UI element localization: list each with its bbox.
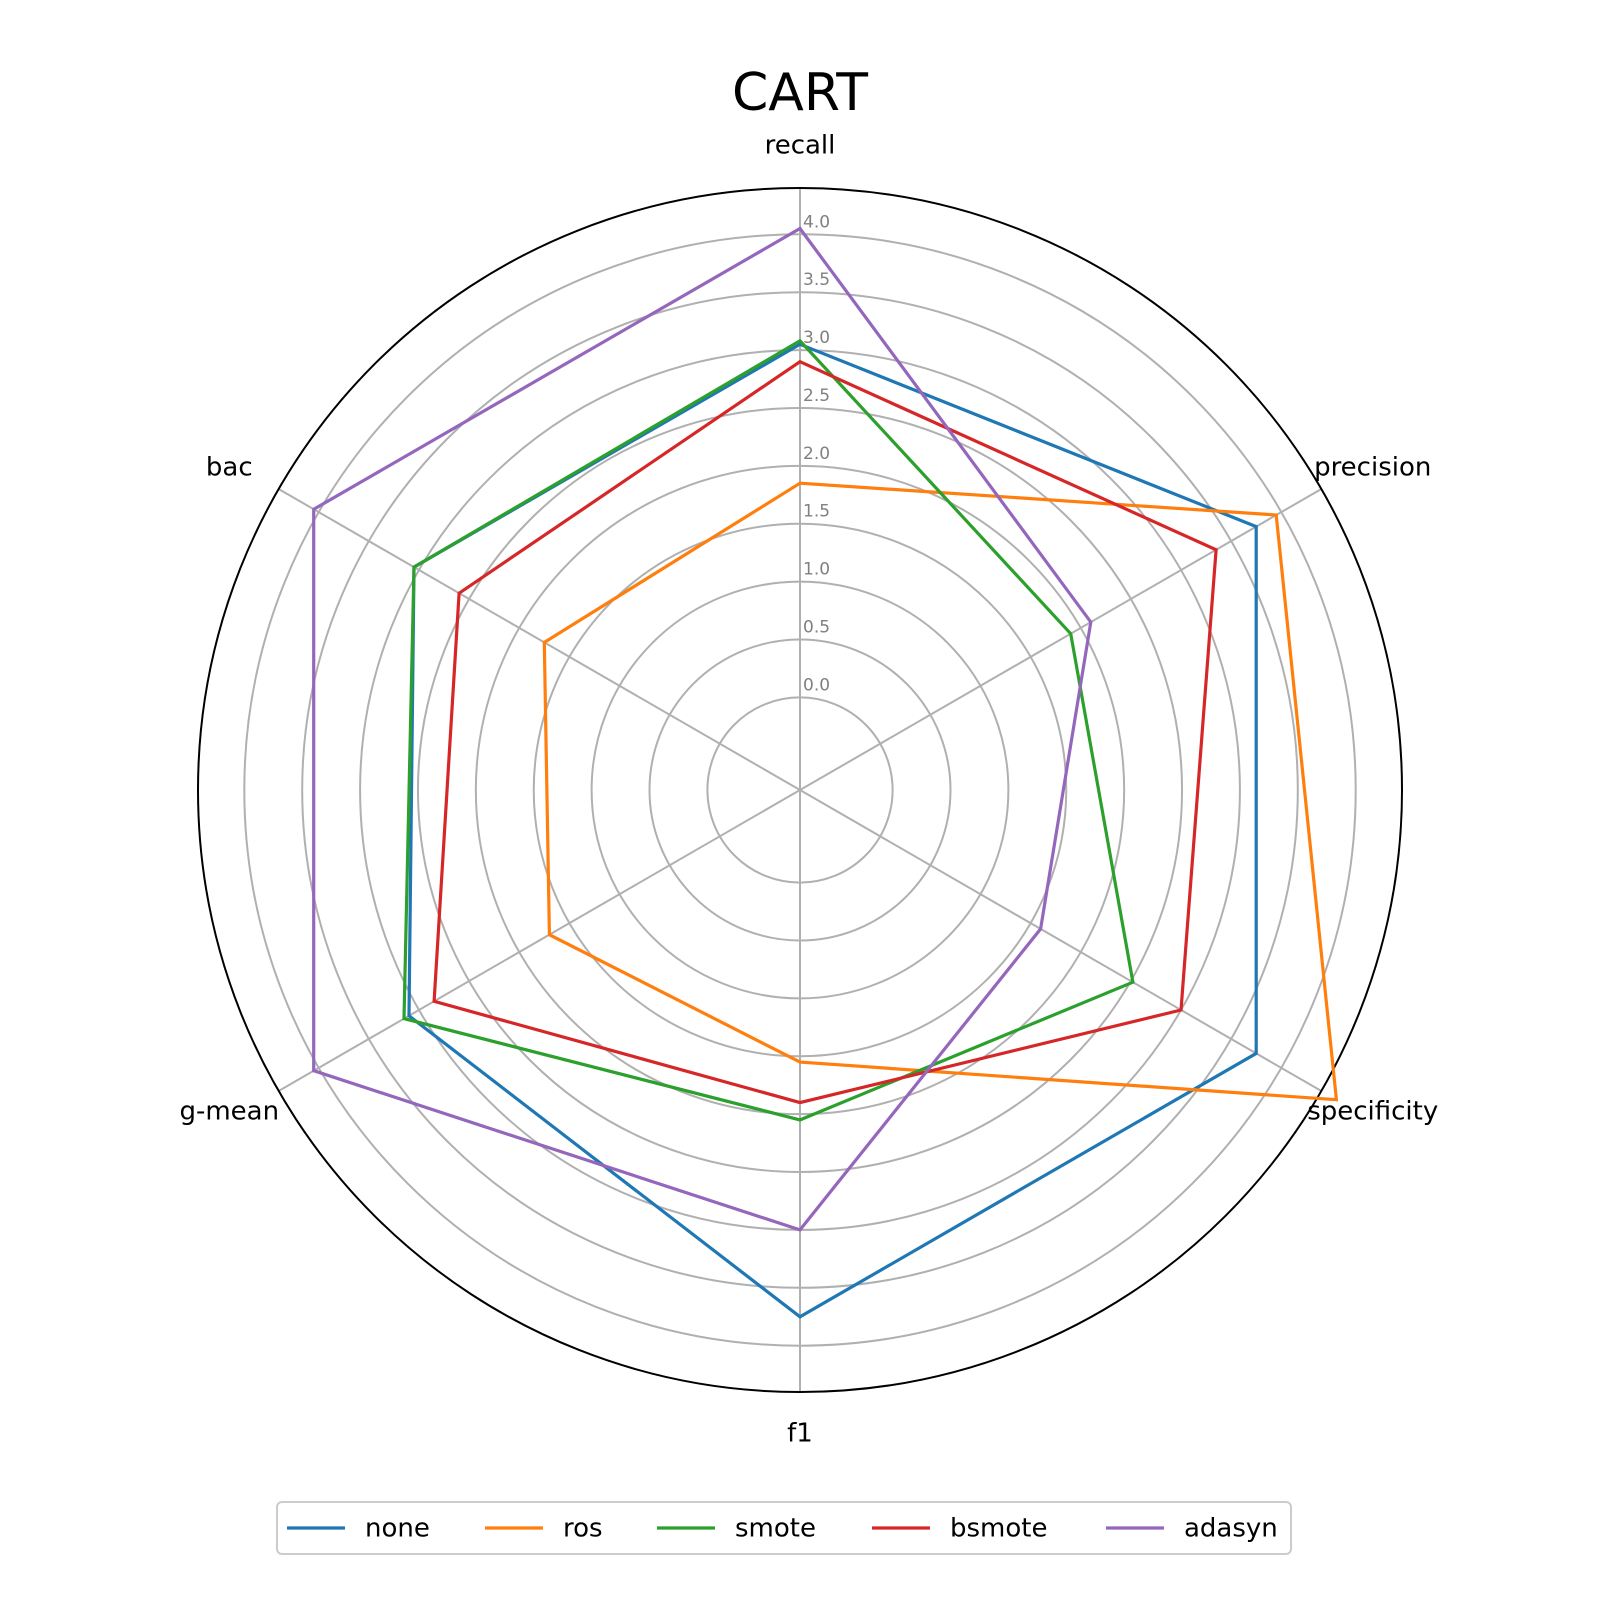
polar-frame: [197, 187, 1403, 1393]
chart-title: CART: [732, 63, 868, 123]
radial-tick-label: 0.5: [803, 618, 830, 638]
radial-tick-label: 1.5: [803, 502, 830, 522]
grid-layer: [197, 187, 1403, 1393]
axis-label-g-mean: g-mean: [179, 1097, 279, 1127]
grid-spoke: [799, 789, 1322, 1092]
radial-tick-label: 2.5: [803, 386, 830, 406]
grid-spoke: [278, 789, 801, 1092]
legend-label-smote: smote: [735, 1514, 816, 1544]
legend[interactable]: none ros smote bsmote adasyn: [276, 1501, 1292, 1555]
series-line-bsmote: [432, 359, 1218, 1105]
series-layer: [312, 226, 1339, 1319]
legend-label-bsmote: bsmote: [950, 1514, 1047, 1544]
radial-tick-label: 0.0: [803, 675, 830, 695]
radial-tick-label: 3.0: [803, 328, 830, 348]
legend-label-none: none: [365, 1514, 430, 1544]
series-line-ros: [542, 481, 1339, 1102]
radial-tick-label: 2.0: [803, 444, 830, 464]
radial-tick-label: 3.5: [803, 270, 830, 290]
radial-tick-label: 1.0: [803, 560, 830, 580]
legend-box: [276, 1501, 1292, 1555]
label-layer: 0.0 0.5 1.0 1.5 2.0 2.5 3.0 3.5 4.0 recall precisi…: [179, 131, 1438, 1449]
axis-label-precision: precision: [1314, 453, 1431, 483]
legend-label-ros: ros: [563, 1514, 603, 1544]
radial-tick-label: 4.0: [803, 212, 830, 232]
axis-label-f1: f1: [787, 1419, 813, 1449]
series-line-smote: [402, 338, 1135, 1122]
series-line-adasyn: [312, 226, 1093, 1232]
legend-label-adasyn: adasyn: [1184, 1514, 1278, 1544]
axis-label-bac: bac: [206, 453, 253, 483]
grid-spoke: [278, 488, 801, 791]
grid-spoke: [799, 488, 1322, 791]
axis-label-specificity: specificity: [1307, 1097, 1438, 1127]
axis-label-recall: recall: [765, 131, 836, 161]
